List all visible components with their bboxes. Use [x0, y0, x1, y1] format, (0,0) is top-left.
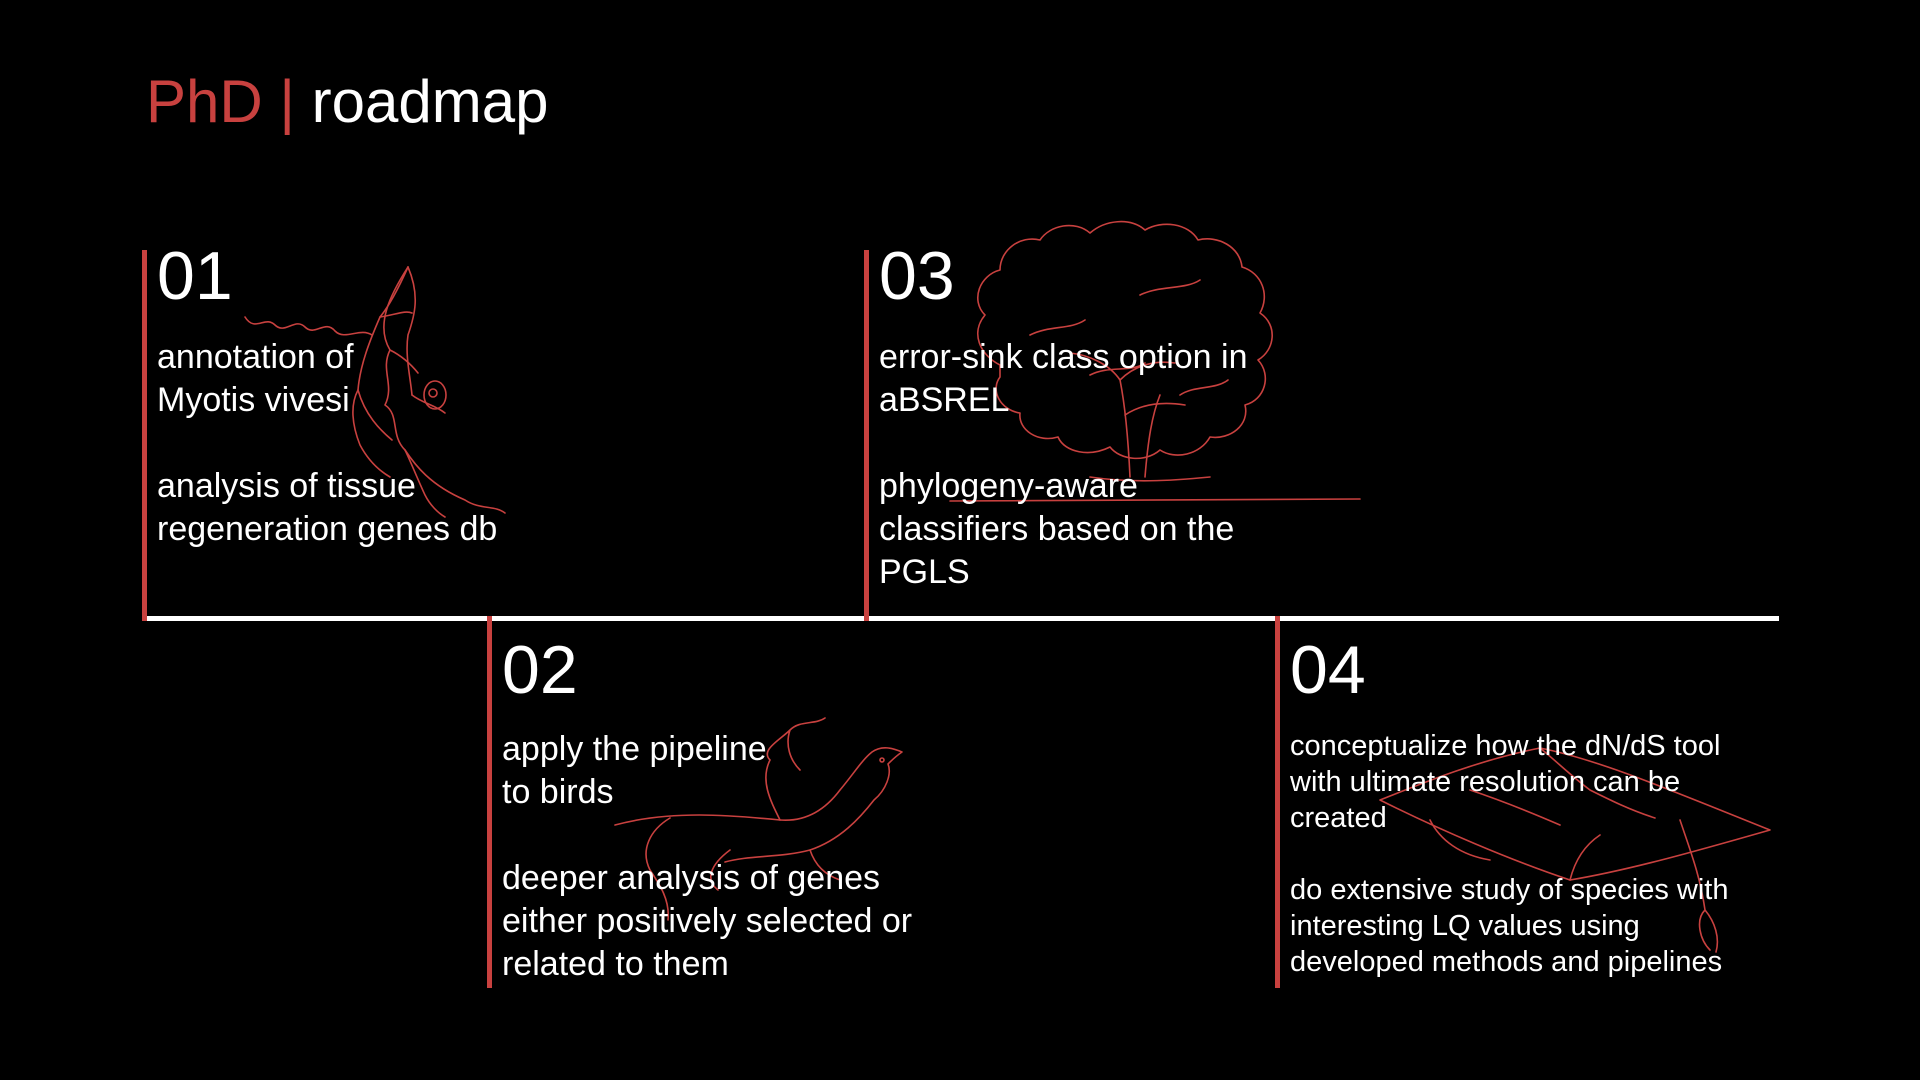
- step-02-line: deeper analysis of genes: [502, 859, 881, 897]
- step-03-paragraph-2: phylogeny-aware classifiers based on the…: [879, 465, 1247, 594]
- step-01-paragraph-1: annotation of Myotis vivesi: [157, 336, 497, 422]
- step-03-line: phylogeny-aware: [879, 467, 1138, 505]
- step-01-line: regeneration genes db: [157, 510, 498, 548]
- step-04-line: developed methods and pipelines: [1290, 946, 1723, 978]
- step-02-paragraph-1: apply the pipeline to birds: [502, 728, 912, 814]
- step-04-marker: [1275, 616, 1280, 988]
- step-03-description: error-sink class option in aBSREL phylog…: [879, 336, 1247, 594]
- step-03-marker: [864, 250, 869, 621]
- step-03-number: 03: [879, 238, 955, 314]
- step-01-marker: [142, 250, 147, 621]
- step-01-line: Myotis vivesi: [157, 381, 350, 419]
- step-02-line: to birds: [502, 773, 614, 811]
- step-02-line: either positively selected or: [502, 902, 913, 940]
- step-01-number: 01: [157, 238, 233, 314]
- step-04-line: do extensive study of species with: [1290, 874, 1729, 906]
- title-rest: roadmap: [311, 68, 549, 135]
- timeline-axis: [142, 616, 1779, 621]
- step-03-line: error-sink class option in: [879, 338, 1248, 376]
- step-03-line: classifiers based on the: [879, 510, 1235, 548]
- step-03-line: PGLS: [879, 553, 970, 591]
- page-title: PhD | roadmap: [146, 62, 548, 142]
- title-accent: PhD: [146, 68, 263, 135]
- step-01-paragraph-2: analysis of tissue regeneration genes db: [157, 465, 497, 551]
- title-divider: |: [279, 68, 295, 135]
- step-04-number: 04: [1290, 632, 1366, 708]
- step-02-number: 02: [502, 632, 578, 708]
- step-01-description: annotation of Myotis vivesi analysis of …: [157, 336, 497, 551]
- step-03-line: aBSREL: [879, 381, 1010, 419]
- step-01-line: annotation of: [157, 338, 354, 376]
- step-04-paragraph-2: do extensive study of species with inter…: [1290, 872, 1728, 980]
- step-04-line: conceptualize how the dN/dS tool: [1290, 730, 1721, 762]
- step-02-paragraph-2: deeper analysis of genes either positive…: [502, 857, 912, 986]
- step-02-line: related to them: [502, 945, 729, 983]
- step-02-line: apply the pipeline: [502, 730, 767, 768]
- step-03-paragraph-1: error-sink class option in aBSREL: [879, 336, 1247, 422]
- step-04-line: with ultimate resolution can be: [1290, 766, 1681, 798]
- step-02-description: apply the pipeline to birds deeper analy…: [502, 728, 912, 986]
- step-04-line: interesting LQ values using: [1290, 910, 1640, 942]
- step-04-line: created: [1290, 802, 1387, 834]
- step-02-marker: [487, 616, 492, 988]
- step-04-description: conceptualize how the dN/dS tool with ul…: [1290, 728, 1728, 980]
- step-01-line: analysis of tissue: [157, 467, 416, 505]
- step-04-paragraph-1: conceptualize how the dN/dS tool with ul…: [1290, 728, 1728, 836]
